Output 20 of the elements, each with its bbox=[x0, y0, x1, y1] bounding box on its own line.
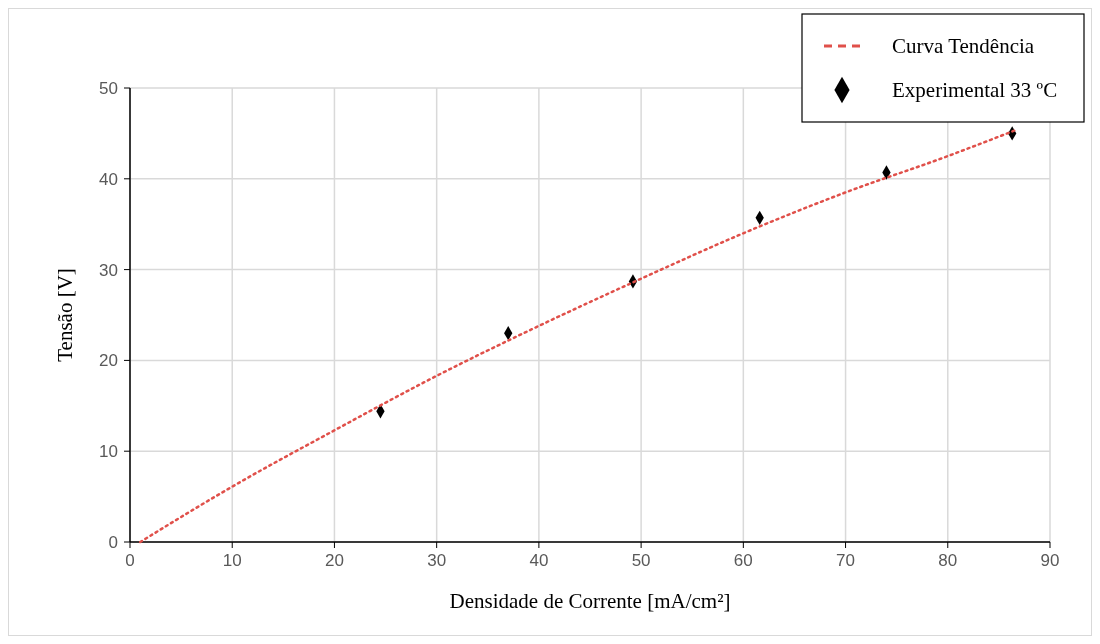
x-tick-label: 60 bbox=[733, 551, 753, 570]
x-tick-label: 10 bbox=[222, 551, 242, 570]
y-tick-label: 10 bbox=[99, 442, 118, 462]
legend-label: Curva Tendência bbox=[892, 34, 1035, 59]
y-tick-label: 30 bbox=[99, 260, 118, 280]
x-tick-label: 30 bbox=[427, 551, 447, 570]
y-tick-label: 20 bbox=[99, 351, 118, 371]
x-tick-label: 70 bbox=[836, 551, 856, 570]
x-tick-label: 50 bbox=[631, 551, 651, 570]
y-tick-label: 50 bbox=[99, 78, 118, 98]
y-axis-title: Tensão [V] bbox=[53, 268, 77, 362]
x-tick-label: 90 bbox=[1040, 551, 1060, 570]
x-tick-label: 0 bbox=[125, 551, 135, 570]
y-tick-label: 0 bbox=[108, 532, 118, 552]
x-tick-label: 20 bbox=[324, 551, 344, 570]
y-tick-label: 40 bbox=[99, 169, 118, 189]
x-tick-label: 80 bbox=[938, 551, 958, 570]
x-tick-label: 40 bbox=[529, 551, 549, 570]
x-axis-title: Densidade de Corrente [mA/cm²] bbox=[449, 589, 731, 613]
legend-label: Experimental 33 ºC bbox=[892, 78, 1058, 103]
